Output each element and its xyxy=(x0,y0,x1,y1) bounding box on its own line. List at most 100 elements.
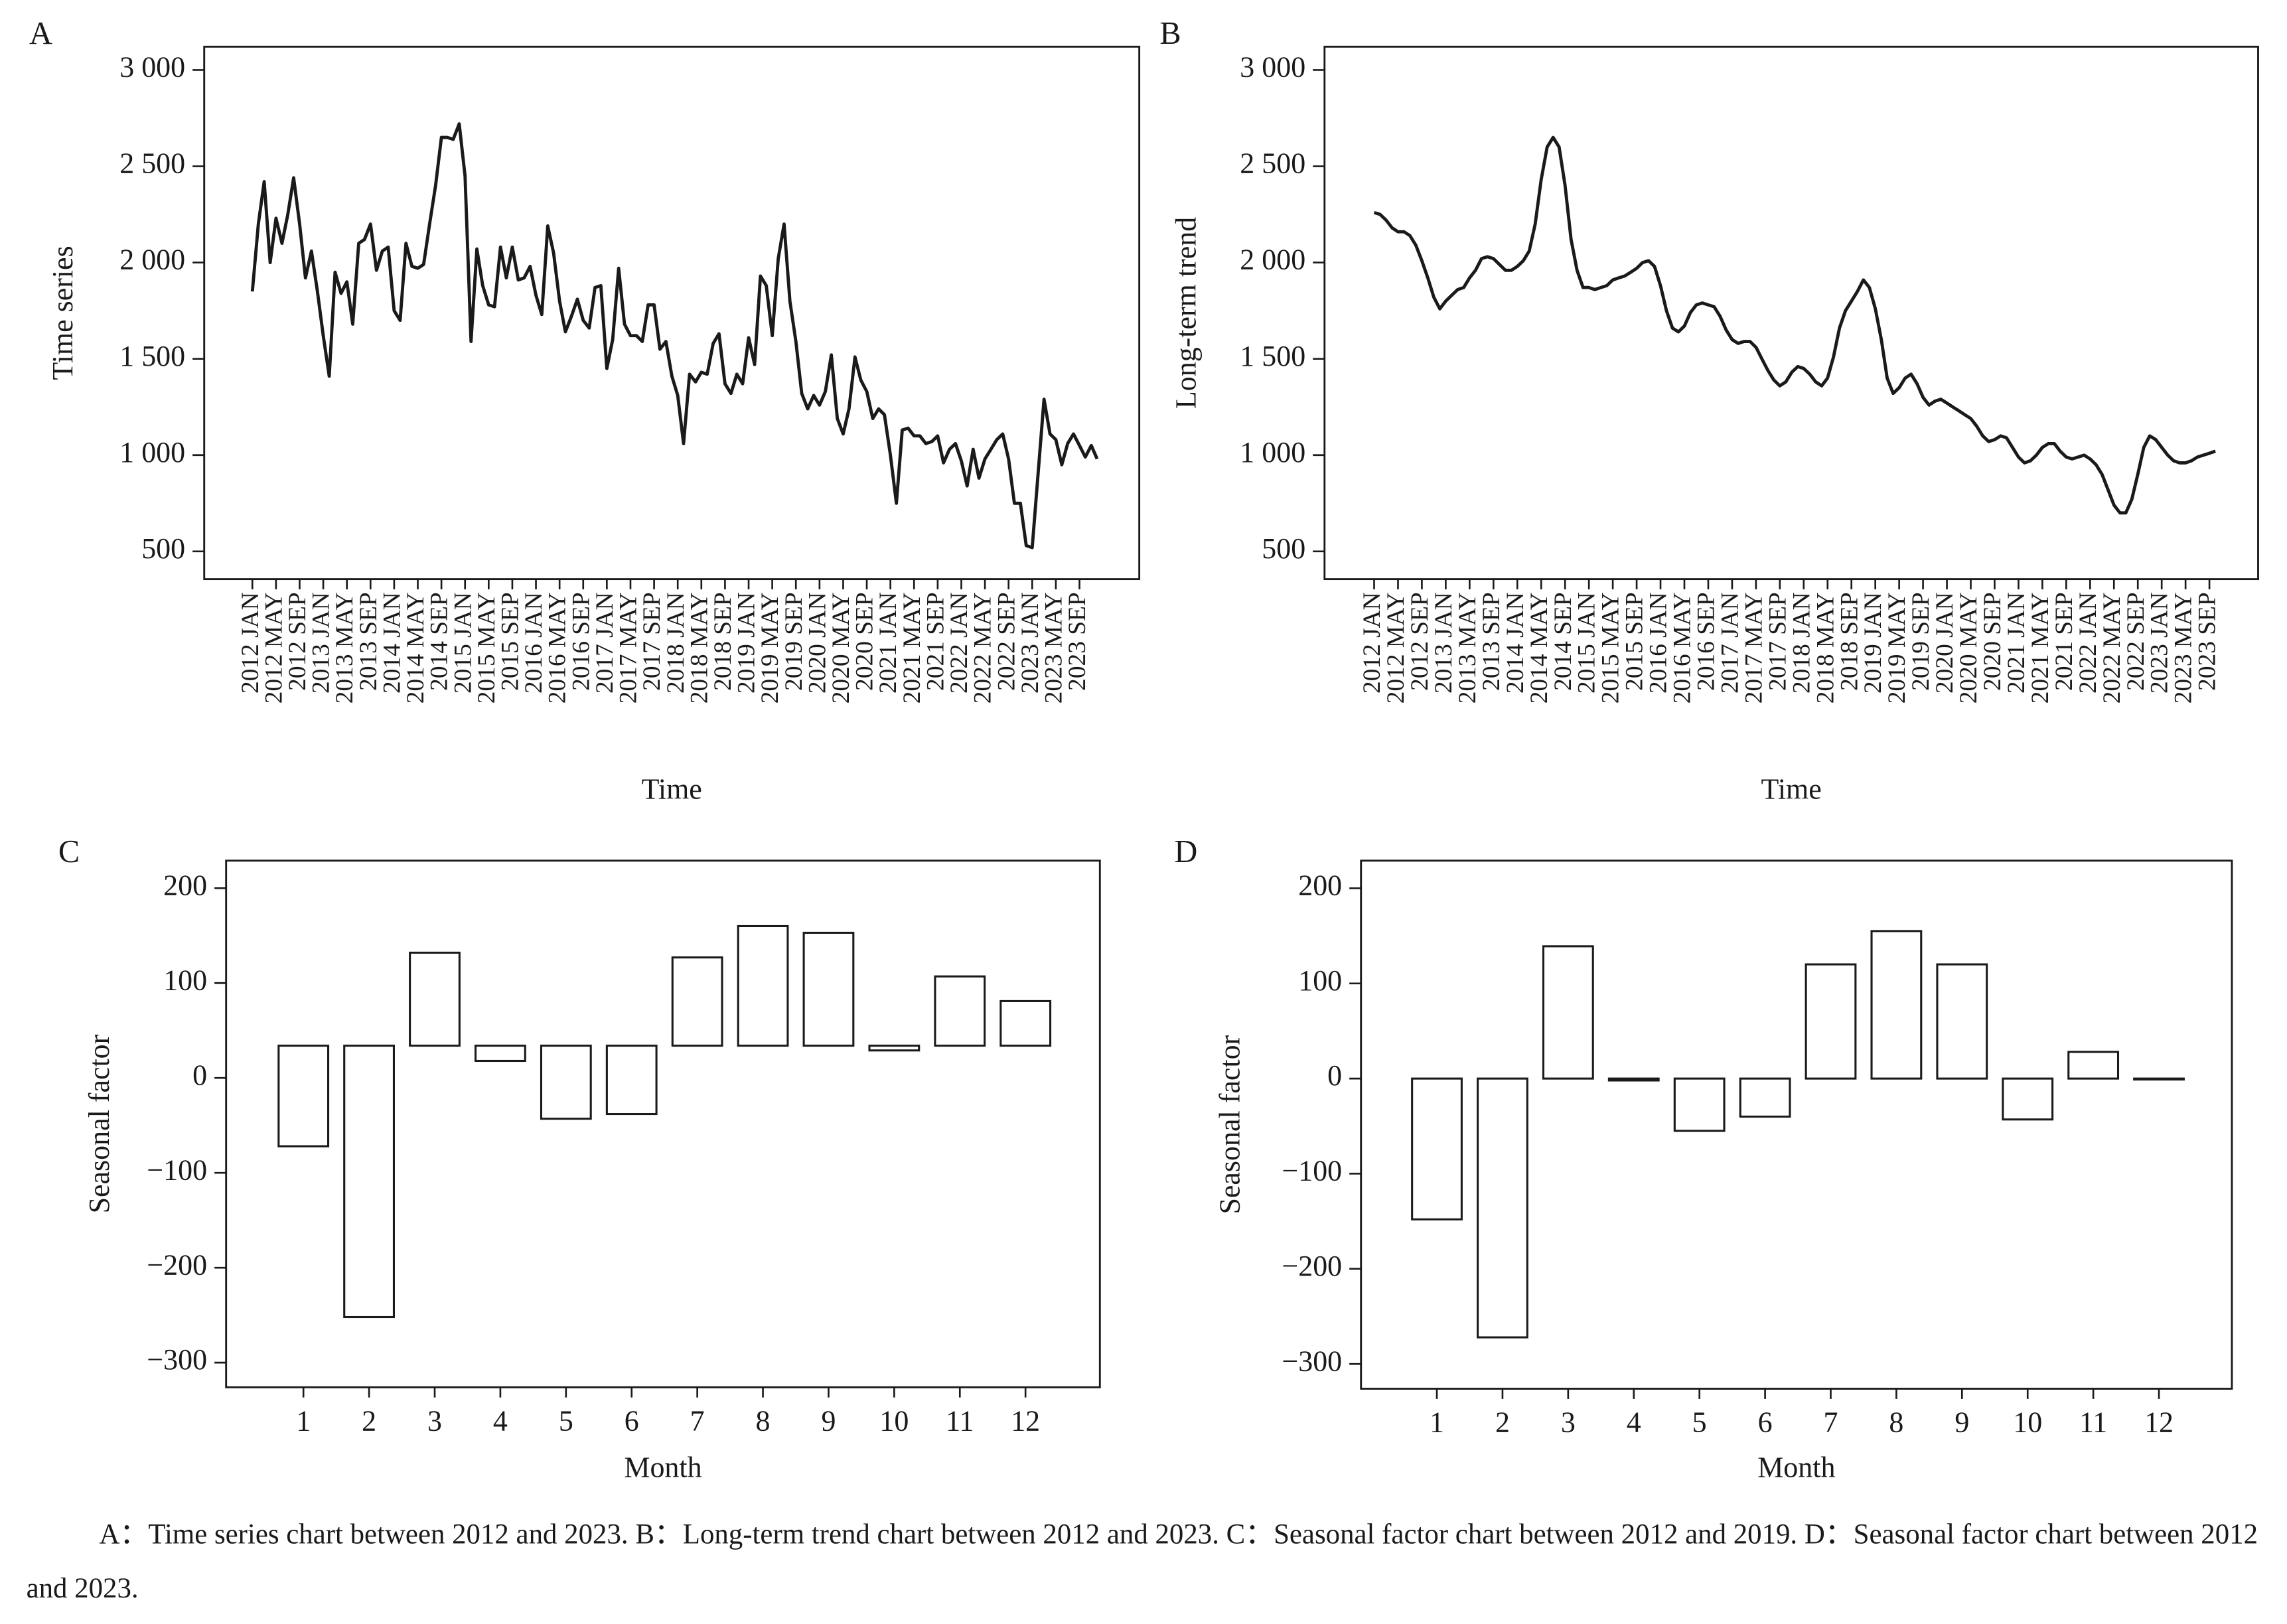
x-tick-label: 2021 MAY xyxy=(899,592,926,703)
bar xyxy=(2133,1077,2185,1081)
bar xyxy=(1673,1077,1726,1132)
x-tick-label: 2019 MAY xyxy=(1883,592,1911,703)
x-tick-label: 2012 JAN xyxy=(237,592,264,694)
bar xyxy=(1477,1077,1528,1339)
x-tick-label: 2 xyxy=(1495,1406,1510,1439)
panel-label: D xyxy=(1174,834,1197,869)
y-tick-label: −300 xyxy=(1282,1345,1342,1377)
x-tick-label: 2023 SEP xyxy=(1064,592,1091,690)
x-tick-label: 2017 JAN xyxy=(1716,592,1743,694)
x-tick-label: 2014 SEP xyxy=(1550,592,1577,690)
series-line xyxy=(250,122,1099,550)
x-tick-label: 2014 JAN xyxy=(1502,592,1529,694)
y-tick-label: 2 000 xyxy=(119,244,185,276)
x-tick-label: 2012 SEP xyxy=(284,592,311,690)
y-tick-label: 100 xyxy=(1298,964,1342,997)
x-tick-label: 2023 MAY xyxy=(1040,592,1067,703)
y-tick-label: 1 000 xyxy=(1240,436,1305,469)
x-tick-label: 2014 SEP xyxy=(426,592,453,690)
x-tick-label: 2012 MAY xyxy=(1382,592,1410,703)
x-tick-label: 2021 MAY xyxy=(2027,592,2054,703)
x-tick-label: 2018 MAY xyxy=(1812,592,1839,703)
panel-label: C xyxy=(58,834,80,869)
x-tick-label: 2016 JAN xyxy=(1645,592,1672,694)
plot-frame xyxy=(1323,45,2259,581)
x-tick-label: 2019 MAY xyxy=(757,592,784,703)
y-tick-label: 1 000 xyxy=(119,436,185,469)
x-tick-label: 2014 MAY xyxy=(1526,592,1553,703)
x-tick-label: 2023 JAN xyxy=(2146,592,2174,694)
y-tick-label: 500 xyxy=(141,532,185,565)
x-tick-label: 2018 MAY xyxy=(686,592,713,703)
x-tick-label: 2013 MAY xyxy=(331,592,358,703)
x-tick-label: 2021 SEP xyxy=(2051,592,2078,690)
x-tick-label: 2017 MAY xyxy=(615,592,642,703)
x-tick-label: 1 xyxy=(296,1404,311,1437)
y-tick-label: 2 500 xyxy=(1240,147,1305,180)
x-tick-label: 9 xyxy=(1955,1406,1969,1439)
x-tick-label: 2018 JAN xyxy=(662,592,690,694)
y-tick-label: 2 500 xyxy=(119,147,185,180)
x-tick-label: 2017 MAY xyxy=(1740,592,1767,703)
x-tick-label: 2016 MAY xyxy=(1669,592,1696,703)
y-tick-label: −300 xyxy=(147,1343,207,1376)
x-tick-label: 7 xyxy=(690,1404,705,1437)
x-tick-label: 2019 JAN xyxy=(733,592,761,694)
x-tick-label: 2019 JAN xyxy=(1860,592,1887,694)
x-tick-label: 2023 MAY xyxy=(2170,592,2197,703)
x-tick-label: 2013 SEP xyxy=(355,592,382,690)
x-tick-label: 2020 SEP xyxy=(1979,592,2006,690)
bar xyxy=(1805,963,1857,1080)
bar xyxy=(1411,1077,1463,1220)
x-tick-label: 2016 SEP xyxy=(1693,592,1720,690)
bar xyxy=(277,1045,330,1147)
bar xyxy=(409,951,461,1047)
y-tick-label: 3 000 xyxy=(119,51,185,84)
x-axis-label: Month xyxy=(624,1451,701,1484)
bar xyxy=(868,1045,921,1052)
bar xyxy=(2002,1077,2054,1121)
x-tick-label: 2014 JAN xyxy=(378,592,406,694)
x-tick-label: 2022 JAN xyxy=(946,592,973,694)
x-tick-label: 2023 JAN xyxy=(1017,592,1044,694)
x-tick-label: 2021 JAN xyxy=(875,592,902,694)
x-axis-label: Time xyxy=(642,773,702,806)
x-tick-label: 2022 JAN xyxy=(2075,592,2102,694)
x-tick-label: 2017 SEP xyxy=(638,592,666,690)
x-tick-label: 2023 SEP xyxy=(2194,592,2221,690)
bar xyxy=(934,975,986,1047)
x-tick-label: 2016 JAN xyxy=(520,592,548,694)
x-tick-label: 2 xyxy=(362,1404,376,1437)
x-tick-label: 6 xyxy=(1758,1406,1773,1439)
x-tick-label: 12 xyxy=(2144,1406,2174,1439)
x-tick-label: 2015 MAY xyxy=(473,592,500,703)
x-tick-label: 2012 JAN xyxy=(1359,592,1386,694)
x-tick-label: 2012 SEP xyxy=(1406,592,1434,690)
bar xyxy=(1607,1077,1660,1082)
y-axis-label: Seasonal factor xyxy=(83,1034,115,1213)
x-tick-label: 2017 JAN xyxy=(591,592,619,694)
x-tick-label: 2021 SEP xyxy=(922,592,949,690)
x-tick-label: 2017 SEP xyxy=(1764,592,1791,690)
y-tick-label: 200 xyxy=(163,869,207,901)
bar xyxy=(475,1045,526,1063)
x-tick-label: 8 xyxy=(756,1404,771,1437)
y-tick-label: 0 xyxy=(192,1059,207,1091)
x-tick-label: 6 xyxy=(625,1404,639,1437)
y-tick-label: −100 xyxy=(1282,1155,1342,1187)
y-axis-label: Long-term trend xyxy=(1169,217,1202,409)
y-tick-label: 100 xyxy=(163,964,207,996)
x-tick-label: 5 xyxy=(1692,1406,1707,1439)
x-tick-label: 11 xyxy=(946,1404,974,1437)
x-tick-label: 1 xyxy=(1430,1406,1444,1439)
plot-frame xyxy=(1360,859,2233,1390)
y-tick-label: −100 xyxy=(147,1153,207,1186)
y-axis-label: Time series xyxy=(46,246,79,380)
series-line xyxy=(1373,135,2216,515)
x-tick-label: 7 xyxy=(1823,1406,1838,1439)
x-tick-label: 2022 SEP xyxy=(993,592,1020,690)
y-tick-label: 500 xyxy=(1262,532,1305,565)
x-tick-label: 2020 MAY xyxy=(828,592,855,703)
bar xyxy=(1870,930,1923,1080)
